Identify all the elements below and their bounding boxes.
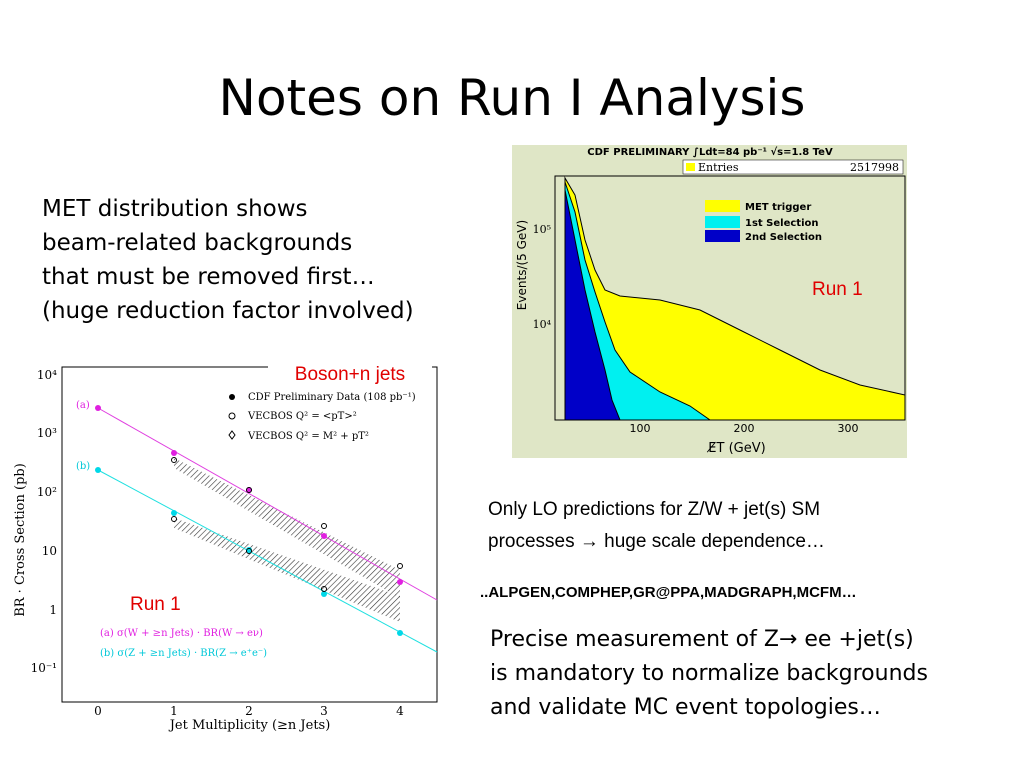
legend-label: 1st Selection — [745, 218, 819, 229]
met-trigger-area — [564, 176, 906, 421]
x-tick-label: 300 — [838, 422, 859, 435]
point — [171, 450, 177, 456]
second-selection-area — [564, 189, 621, 421]
legend-marker — [229, 394, 235, 400]
x-axis-label: E̸T (GeV) — [707, 441, 766, 456]
entries-swatch — [686, 163, 695, 171]
annotation-bg — [268, 358, 432, 386]
point — [171, 457, 177, 463]
point — [397, 579, 403, 585]
point — [321, 523, 327, 529]
annotation: Boson+n jets — [295, 364, 405, 385]
x-axis-label: Jet Multiplicity (≥n Jets) — [168, 718, 331, 733]
x-tick-label: 3 — [320, 704, 328, 718]
band — [174, 458, 400, 598]
legend-marker — [228, 430, 236, 440]
fit-line — [97, 407, 438, 601]
met-text: MET distribution shows beam-related back… — [42, 196, 414, 324]
y-tick-label: 10 — [42, 544, 57, 558]
legend-label: VECBOS Q² = <pT>² — [247, 411, 357, 422]
y-tick-label: 10⁴ — [37, 368, 57, 382]
x-tick-label: 0 — [94, 704, 102, 718]
y-tick-label: 10⁵ — [533, 223, 551, 236]
legend-marker — [228, 412, 236, 420]
jets-plot: CDF Preliminary Data (108 pb⁻¹) VECBOS Q… — [13, 358, 438, 733]
band — [174, 518, 400, 622]
legend-label: CDF Preliminary Data (108 pb⁻¹) — [248, 392, 416, 403]
point — [95, 467, 101, 473]
fit-line — [97, 469, 438, 653]
x-tick-label: 2 — [245, 704, 253, 718]
annotation: Run 1 — [812, 279, 863, 300]
x-tick-label: 100 — [630, 422, 651, 435]
text-line: that must be removed first… — [42, 264, 375, 290]
point — [246, 487, 252, 493]
point — [171, 510, 177, 516]
point — [397, 563, 403, 569]
annotation: Run 1 — [130, 594, 181, 615]
y-tick-label: 10⁻¹ — [31, 661, 57, 675]
series-label: (b) — [76, 461, 90, 472]
text-line: is mandatory to normalize backgrounds — [490, 661, 928, 686]
text-line: processes → huge scale dependence… — [488, 531, 825, 552]
text-line: Only LO predictions for Z/W + jet(s) SM — [488, 499, 820, 520]
generators: ..ALPGEN,COMPHEP,GR@PPA,MADGRAPH,MCFM… — [480, 584, 857, 601]
legend-swatch — [705, 216, 740, 228]
formula: (a) σ(W + ≥n Jets) · BR(W → eν) — [100, 628, 263, 639]
point — [171, 516, 177, 522]
y-tick-label: 10⁴ — [533, 318, 552, 331]
text-line: (huge reduction factor involved) — [42, 298, 414, 324]
slide-title: Notes on Run I Analysis — [219, 69, 806, 127]
plot-header: CDF PRELIMINARY ∫Ldt=84 pb⁻¹ √s=1.8 TeV — [587, 146, 833, 158]
met-plot: CDF PRELIMINARY ∫Ldt=84 pb⁻¹ √s=1.8 TeV … — [512, 145, 907, 458]
point — [321, 591, 327, 597]
point — [95, 405, 101, 411]
text-line: and validate MC event topologies… — [490, 695, 881, 720]
series-label: (a) — [76, 400, 90, 411]
point — [246, 548, 252, 554]
y-axis-label: Events/(5 GeV) — [515, 220, 529, 310]
x-tick-label: 4 — [396, 704, 404, 718]
formula: (b) σ(Z + ≥n Jets) · BR(Z → e⁺e⁻) — [100, 648, 267, 659]
legend-label: 2nd Selection — [745, 232, 822, 243]
y-axis-label: BR · Cross Section (pb) — [13, 463, 28, 617]
point — [321, 586, 327, 592]
entries-value: 2517998 — [850, 161, 899, 174]
y-tick-label: 10³ — [37, 426, 57, 440]
x-tick-label: 200 — [734, 422, 755, 435]
text-line: MET distribution shows — [42, 196, 308, 222]
entries-box — [682, 159, 904, 175]
legend-swatch — [705, 200, 740, 212]
y-tick-label: 1 — [49, 603, 57, 617]
legend-swatch — [705, 230, 740, 242]
y-tick-label: 10² — [37, 485, 57, 499]
text-line: Precise measurement of Z→ ee +jet(s) — [490, 627, 914, 652]
x-tick-label: 1 — [170, 704, 178, 718]
legend-label: VECBOS Q² = M² + pT² — [247, 431, 369, 442]
entries-label: Entries — [698, 161, 739, 174]
legend-label: MET trigger — [745, 202, 811, 213]
point — [321, 533, 327, 539]
point — [397, 630, 403, 636]
text-line: beam-related backgrounds — [42, 230, 352, 256]
